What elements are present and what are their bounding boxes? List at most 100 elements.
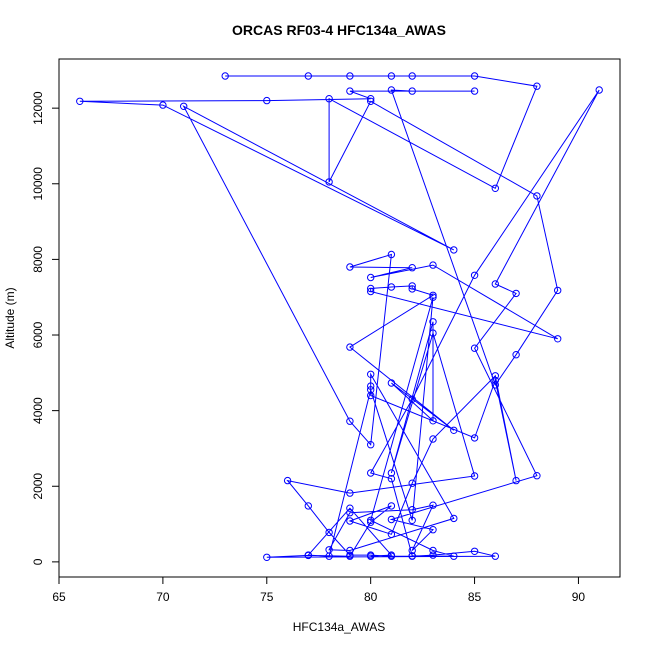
data-point [367,287,375,296]
data-point [533,82,541,90]
data-point [491,381,499,389]
data-point [470,547,479,555]
data-point [408,285,416,293]
data-point [367,518,375,526]
data-point [595,86,603,94]
data-point [367,284,375,293]
y-tick-label: 4000 [31,397,45,424]
data-point [346,343,354,351]
data-point [304,72,312,80]
data-point [325,552,333,560]
data-point [263,96,271,105]
data-point [387,502,396,510]
data-point [533,192,541,200]
data-point [304,551,312,559]
data-point [450,514,458,523]
data-point [387,469,396,477]
data-point [367,391,375,400]
data-point [387,530,396,538]
data-point [429,501,437,509]
data-point [367,469,375,477]
data-point [367,552,375,560]
data-point [346,417,354,425]
data-point [470,87,479,95]
data-point [470,271,479,279]
data-point [283,476,292,485]
data-point [180,102,188,111]
x-tick-label: 65 [52,590,66,604]
data-point [512,289,520,298]
data-point [470,434,479,442]
data-point [408,506,416,514]
data-point [325,528,333,537]
data-point [470,344,479,352]
data-point [408,552,416,560]
data-point [470,472,479,480]
data-point [387,515,396,524]
data-point [367,382,375,390]
data-point [408,395,416,403]
x-axis: 65 70 75 80 85 90 [52,576,585,604]
y-tick-label: 8000 [31,246,45,273]
plot-area [58,58,621,578]
data-point [429,291,437,299]
data-point [408,479,416,487]
data-point [387,475,396,483]
data-point [387,72,396,80]
data-point [346,489,354,497]
data-point [429,318,437,326]
data-point [367,516,375,524]
data-point [408,546,416,555]
data-point [367,273,375,282]
data-point [387,283,396,291]
data-point [325,95,333,103]
data-point [512,351,520,359]
data-point [470,72,479,80]
data-point [387,551,396,559]
data-point [429,261,437,269]
data-point [325,178,333,186]
data-point [408,516,416,524]
data-point [429,329,437,337]
data-point [346,263,354,271]
data-point [367,95,375,103]
data-point [76,97,84,106]
data-point [221,72,229,80]
x-axis-label: HFC134a_AWAS [293,620,385,634]
data-point [554,335,562,343]
data-point [263,553,271,561]
y-axis: 0 2000 4000 6000 8000 10000 12000 [31,91,60,565]
data-point [533,472,541,480]
data-point [387,379,396,387]
x-tick-label: 70 [156,590,170,604]
data-point [554,286,562,295]
series-line [79,75,600,558]
data-point [429,551,437,559]
data-point [429,293,437,301]
y-tick-label: 0 [31,558,45,565]
data-point [159,101,167,109]
data-point [346,504,354,512]
series-layer [76,72,603,561]
y-tick-label: 10000 [31,167,45,201]
data-point [491,280,499,288]
data-point [429,435,437,443]
data-point [429,526,437,534]
data-point [429,546,437,555]
data-point [408,264,416,272]
chart-title: ORCAS RF03-4 HFC134a_AWAS [232,22,446,38]
data-point [512,476,520,485]
data-point [367,370,375,378]
y-tick-label: 12000 [31,91,45,125]
data-point [491,372,499,380]
data-point [387,86,396,94]
data-point [346,72,354,80]
data-point [346,509,354,517]
y-axis-label: Altitude (m) [3,287,17,348]
data-point [450,246,458,254]
data-point [450,426,458,434]
x-tick-label: 80 [364,590,378,604]
data-point [346,552,354,560]
data-point [450,552,458,560]
